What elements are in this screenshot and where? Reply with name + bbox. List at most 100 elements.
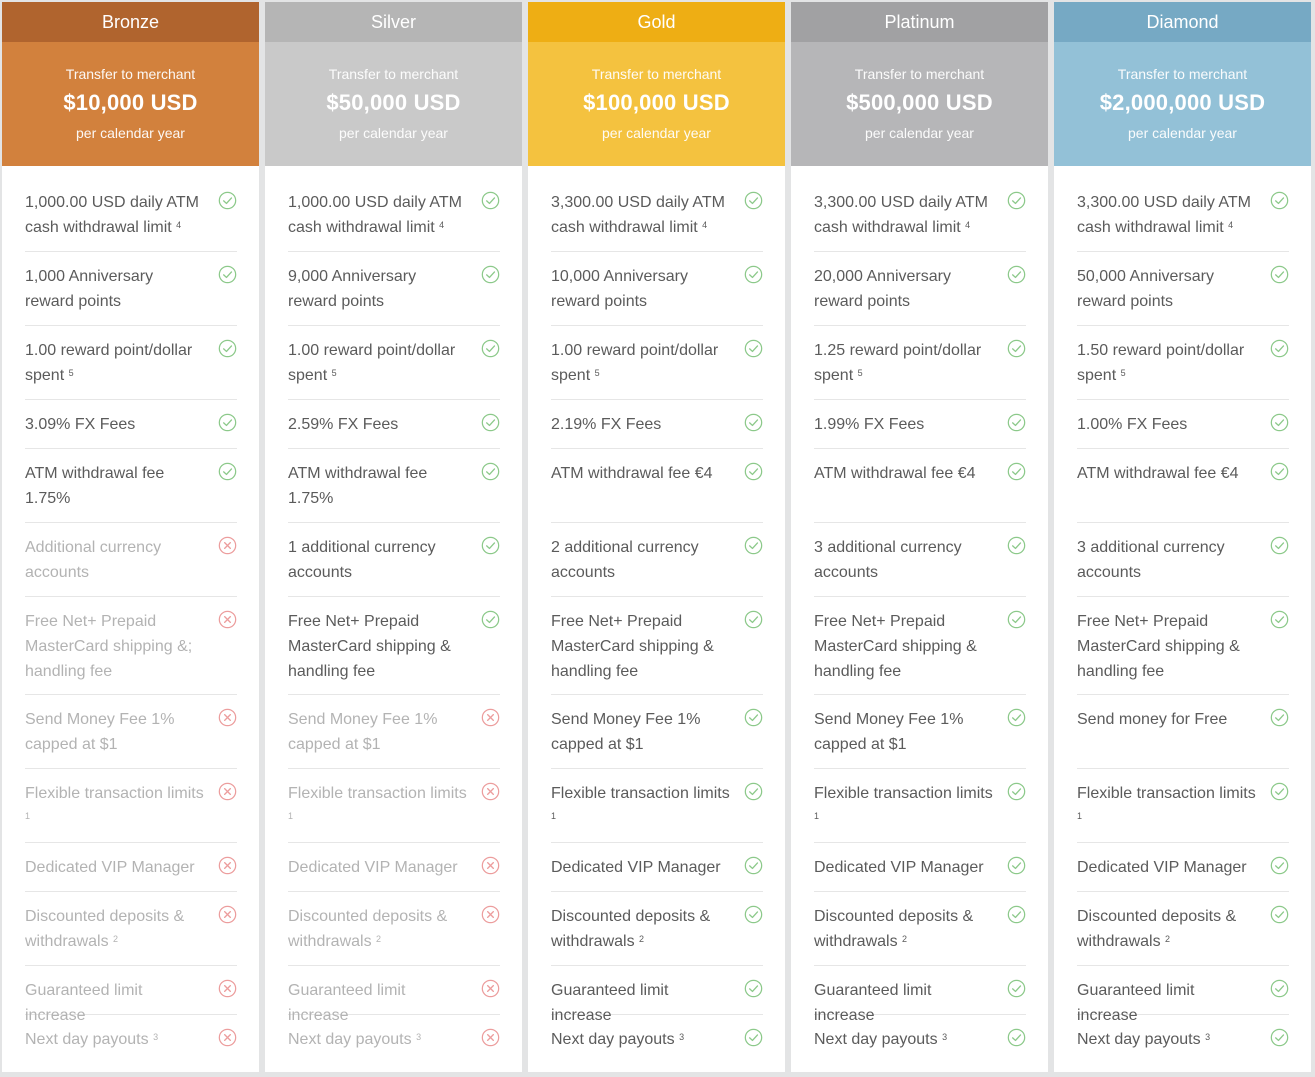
transfer-amount: $100,000 USD (583, 90, 730, 115)
feature-label: Next day payouts (1077, 1031, 1201, 1048)
feature-item: 1,000 Anniversary reward points (25, 252, 237, 326)
feature-item: Discounted deposits & withdrawals 2 (551, 892, 763, 966)
tier-name: Gold (528, 2, 785, 42)
feature-text: Dedicated VIP Manager (814, 855, 994, 880)
transfer-period: per calendar year (602, 125, 711, 141)
feature-text: Guaranteed limit increase (551, 978, 731, 1028)
feature-label: Send money for Free (1077, 711, 1228, 728)
feature-item: 50,000 Anniversary reward points (1077, 252, 1289, 326)
feature-text: 1.00 reward point/dollar spent 5 (288, 338, 468, 388)
tier-name: Diamond (1054, 2, 1311, 42)
feature-text: 1.00 reward point/dollar spent 5 (551, 338, 731, 388)
feature-label: 1.99% FX Fees (814, 416, 925, 433)
feature-text: Flexible transaction limits 1 (25, 781, 205, 831)
feature-label: Free Net+ Prepaid MasterCard shipping & … (1077, 613, 1240, 680)
feature-label: Next day payouts (25, 1031, 149, 1048)
feature-text: Send Money Fee 1% capped at $1 (814, 707, 994, 757)
footnote-marker: 3 (679, 1032, 685, 1042)
feature-text: 9,000 Anniversary reward points (288, 264, 468, 314)
feature-label: 3,300.00 USD daily ATM cash withdrawal l… (551, 194, 726, 236)
feature-label: 1,000.00 USD daily ATM cash withdrawal l… (25, 194, 200, 236)
tier-header: Transfer to merchant $500,000 USD per cale… (791, 42, 1048, 166)
feature-text: 3,300.00 USD daily ATM cash withdrawal l… (814, 190, 994, 240)
feature-item: 9,000 Anniversary reward points (288, 252, 500, 326)
feature-item: Free Net+ Prepaid MasterCard shipping & … (814, 597, 1026, 695)
feature-text: 1.99% FX Fees (814, 412, 994, 437)
check-circle-icon (744, 979, 763, 998)
check-circle-icon (218, 413, 237, 432)
feature-text: Guaranteed limit increase (288, 978, 468, 1028)
feature-label: 1.25 reward point/dollar spent (814, 342, 982, 384)
feature-text: Free Net+ Prepaid MasterCard shipping & … (814, 609, 994, 684)
feature-label: 1,000 Anniversary reward points (25, 268, 154, 310)
feature-item: Next day payouts 3 (1077, 1015, 1289, 1064)
feature-label: ATM withdrawal fee 1.75% (288, 465, 428, 507)
feature-text: 1,000.00 USD daily ATM cash withdrawal l… (288, 190, 468, 240)
feature-label: Free Net+ Prepaid MasterCard shipping &;… (25, 613, 193, 680)
feature-label: Dedicated VIP Manager (288, 859, 458, 876)
feature-text: 50,000 Anniversary reward points (1077, 264, 1257, 314)
feature-label: Flexible transaction limits (814, 785, 993, 802)
feature-item: 1.00 reward point/dollar spent 5 (551, 326, 763, 400)
feature-text: Free Net+ Prepaid MasterCard shipping & … (551, 609, 731, 684)
tier-header: Transfer to merchant $100,000 USD per cale… (528, 42, 785, 166)
footnote-marker: 5 (594, 368, 600, 378)
x-circle-icon (481, 1028, 500, 1047)
feature-label: 9,000 Anniversary reward points (288, 268, 417, 310)
feature-text: 1.00 reward point/dollar spent 5 (25, 338, 205, 388)
x-circle-icon (218, 782, 237, 801)
feature-text: 1.50 reward point/dollar spent 5 (1077, 338, 1257, 388)
feature-item: Dedicated VIP Manager (551, 843, 763, 892)
feature-label: 3.09% FX Fees (25, 416, 136, 433)
feature-item: 20,000 Anniversary reward points (814, 252, 1026, 326)
check-circle-icon (1007, 782, 1026, 801)
footnote-marker: 2 (902, 934, 908, 944)
feature-item: 1.99% FX Fees (814, 400, 1026, 449)
transfer-period: per calendar year (339, 125, 448, 141)
feature-item: Next day payouts 3 (551, 1015, 763, 1064)
feature-label: Flexible transaction limits (25, 785, 204, 802)
feature-label: Free Net+ Prepaid MasterCard shipping & … (814, 613, 977, 680)
x-circle-icon (481, 856, 500, 875)
feature-item: ATM withdrawal fee 1.75% (288, 449, 500, 523)
footnote-marker: 3 (1205, 1032, 1211, 1042)
check-circle-icon (481, 462, 500, 481)
check-circle-icon (1007, 462, 1026, 481)
footnote-marker: 1 (551, 811, 557, 821)
feature-label: 3 additional currency accounts (814, 539, 962, 581)
feature-label: Free Net+ Prepaid MasterCard shipping & … (551, 613, 714, 680)
feature-item: Guaranteed limit increase (1077, 966, 1289, 1024)
check-circle-icon (1270, 708, 1289, 727)
feature-text: 3 additional currency accounts (814, 535, 994, 585)
transfer-period: per calendar year (76, 125, 185, 141)
feature-item: 1.50 reward point/dollar spent 5 (1077, 326, 1289, 400)
feature-text: Free Net+ Prepaid MasterCard shipping &;… (25, 609, 205, 684)
feature-item: 1.00% FX Fees (1077, 400, 1289, 449)
x-circle-icon (218, 610, 237, 629)
feature-label: 50,000 Anniversary reward points (1077, 268, 1214, 310)
feature-item: 2 additional currency accounts (551, 523, 763, 597)
feature-item: 3,300.00 USD daily ATM cash withdrawal l… (814, 178, 1026, 252)
check-circle-icon (744, 1028, 763, 1047)
footnote-marker: 1 (1077, 811, 1083, 821)
feature-label: 10,000 Anniversary reward points (551, 268, 688, 310)
feature-item: Free Net+ Prepaid MasterCard shipping & … (1077, 597, 1289, 695)
check-circle-icon (744, 610, 763, 629)
check-circle-icon (744, 191, 763, 210)
feature-text: Additional currency accounts (25, 535, 205, 585)
footnote-marker: 1 (25, 811, 31, 821)
feature-item: ATM withdrawal fee €4 (551, 449, 763, 523)
transfer-amount: $10,000 USD (63, 90, 198, 115)
feature-label: 2 additional currency accounts (551, 539, 699, 581)
check-circle-icon (1270, 905, 1289, 924)
feature-text: Send Money Fee 1% capped at $1 (551, 707, 731, 757)
check-circle-icon (218, 265, 237, 284)
feature-label: Discounted deposits & withdrawals (1077, 908, 1237, 950)
footnote-marker: 1 (814, 811, 820, 821)
check-circle-icon (218, 462, 237, 481)
feature-label: ATM withdrawal fee €4 (814, 465, 976, 482)
x-circle-icon (218, 1028, 237, 1047)
check-circle-icon (744, 708, 763, 727)
feature-item: ATM withdrawal fee 1.75% (25, 449, 237, 523)
tier-column-platinum: Platinum Transfer to merchant $500,000 USD… (791, 2, 1048, 1072)
